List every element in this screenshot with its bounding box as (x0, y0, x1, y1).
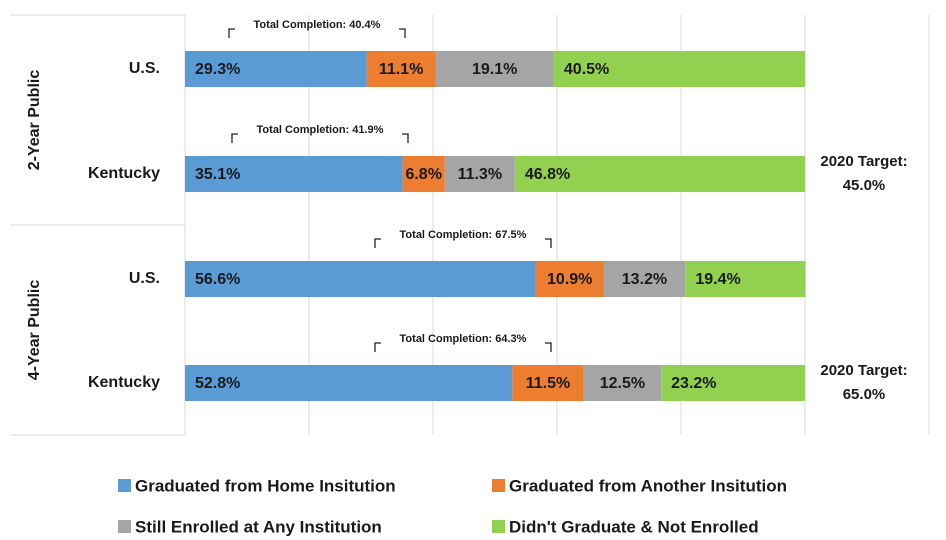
bar-segment (583, 365, 662, 401)
value-label: 19.1% (472, 61, 517, 78)
annotation-bracket (374, 238, 552, 248)
value-label: 10.9% (547, 271, 592, 288)
target-label: 2020 Target: (820, 362, 907, 379)
value-label: 29.3% (195, 61, 240, 78)
annotation-bracket (374, 342, 552, 352)
value-label: 56.6% (195, 271, 240, 288)
bar-segment (444, 156, 515, 192)
value-label: 11.5% (526, 375, 570, 392)
annotation: Total Completion: 40.4% (254, 19, 381, 31)
bar-segment (366, 51, 436, 87)
value-label: 11.3% (458, 166, 502, 183)
legend-swatch (492, 479, 505, 492)
bar-segment (514, 156, 805, 192)
target-value: 45.0% (843, 177, 886, 194)
value-label: 11.1% (379, 61, 423, 78)
group-label: 4-Year Public (26, 280, 43, 381)
value-label: 52.8% (195, 375, 240, 392)
category-label: Kentucky (88, 374, 160, 391)
bar-segment (685, 261, 806, 297)
value-label: 19.4% (695, 271, 740, 288)
bar-segment (185, 261, 536, 297)
target-label: 2020 Target: (820, 153, 907, 170)
category-label: U.S. (129, 270, 160, 287)
value-label: 13.2% (622, 271, 667, 288)
legend-label: Graduated from Home Insitution (135, 476, 396, 495)
legend-label: Didn't Graduate & Not Enrolled (509, 517, 759, 536)
bar-segment (185, 51, 367, 87)
bar-segment (435, 51, 554, 87)
category-label: Kentucky (88, 165, 160, 182)
value-label: 12.5% (600, 375, 645, 392)
bar-segment (512, 365, 584, 401)
value-label: 6.8% (405, 166, 441, 183)
bar-segment (535, 261, 604, 297)
annotation: Total Completion: 41.9% (257, 124, 384, 136)
bar-segment (553, 51, 805, 87)
bar-segment (185, 365, 513, 401)
bar-segment (661, 365, 805, 401)
annotation-bracket (228, 28, 406, 38)
target-value: 65.0% (843, 386, 886, 403)
annotation: Total Completion: 67.5% (400, 229, 527, 241)
value-label: 23.2% (671, 375, 716, 392)
legend-label: Still Enrolled at Any Institution (135, 517, 382, 536)
legend-swatch (118, 479, 131, 492)
value-label: 35.1% (195, 166, 240, 183)
value-label: 46.8% (525, 166, 570, 183)
legend-label: Graduated from Another Insitution (509, 476, 787, 495)
annotation-bracket (231, 133, 409, 143)
annotation: Total Completion: 64.3% (400, 333, 527, 345)
legend-swatch (492, 520, 505, 533)
category-label: U.S. (129, 60, 160, 77)
value-label: 40.5% (564, 61, 609, 78)
group-label: 2-Year Public (26, 70, 43, 171)
bar-segment (402, 156, 445, 192)
bar-segment (603, 261, 686, 297)
legend-swatch (118, 520, 131, 533)
bar-segment (185, 156, 403, 192)
